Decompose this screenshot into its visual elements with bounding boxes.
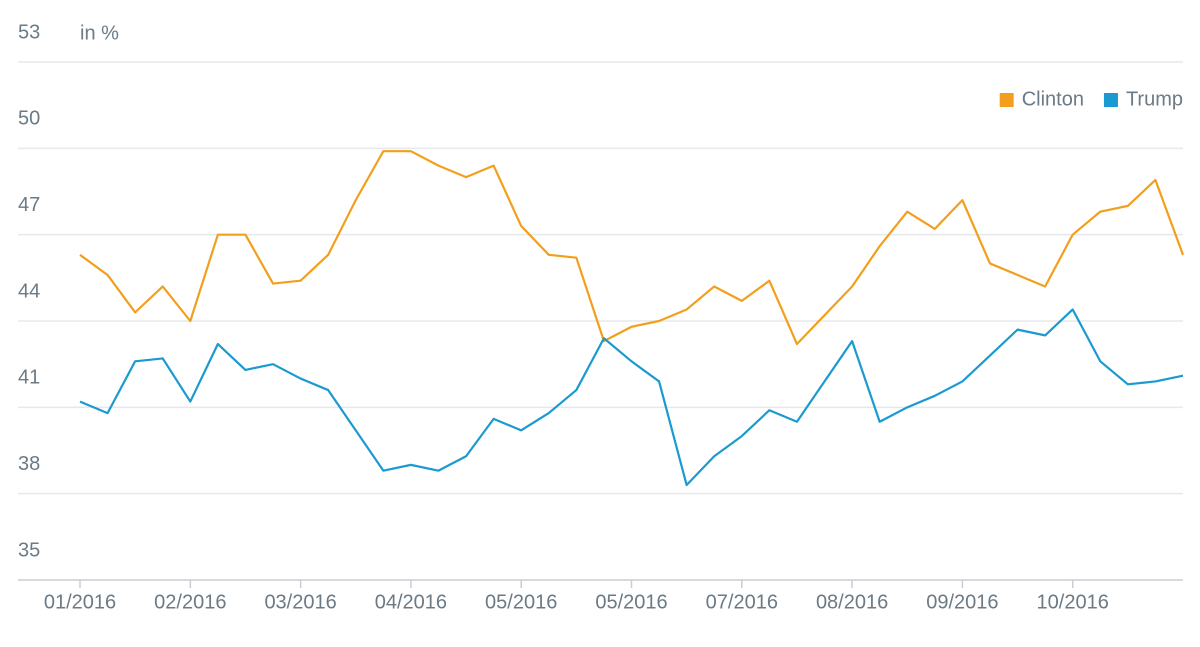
y-tick-label: 50	[18, 108, 40, 130]
legend-label: Trump	[1126, 88, 1183, 110]
line-series	[79, 150, 1185, 346]
x-tick-label: 10/2016	[1037, 591, 1109, 613]
y-tick-label: 41	[18, 367, 40, 389]
x-tick-label: 08/2016	[816, 591, 888, 613]
x-tick-label: 03/2016	[264, 591, 336, 613]
legend-swatch	[999, 93, 1014, 107]
y-tick-label: 47	[18, 194, 40, 216]
x-tick-label: 05/2016	[595, 591, 667, 613]
y-tick-label: 53	[18, 21, 40, 43]
line-series	[79, 308, 1184, 487]
x-tick-label: 04/2016	[375, 591, 447, 613]
y-tick-label: 38	[18, 453, 40, 475]
legend-swatch	[1103, 93, 1118, 107]
x-tick-label: 05/2016	[485, 591, 557, 613]
x-tick-label: 09/2016	[926, 591, 998, 613]
y-tick-label: 44	[18, 280, 40, 302]
x-tick-label: 02/2016	[154, 591, 226, 613]
legend-label: Clinton	[1022, 88, 1084, 110]
y-tick-label: 35	[18, 539, 40, 561]
x-tick-label: 01/2016	[44, 591, 116, 613]
unit-label: in %	[80, 22, 119, 44]
x-tick-label: 07/2016	[706, 591, 778, 613]
